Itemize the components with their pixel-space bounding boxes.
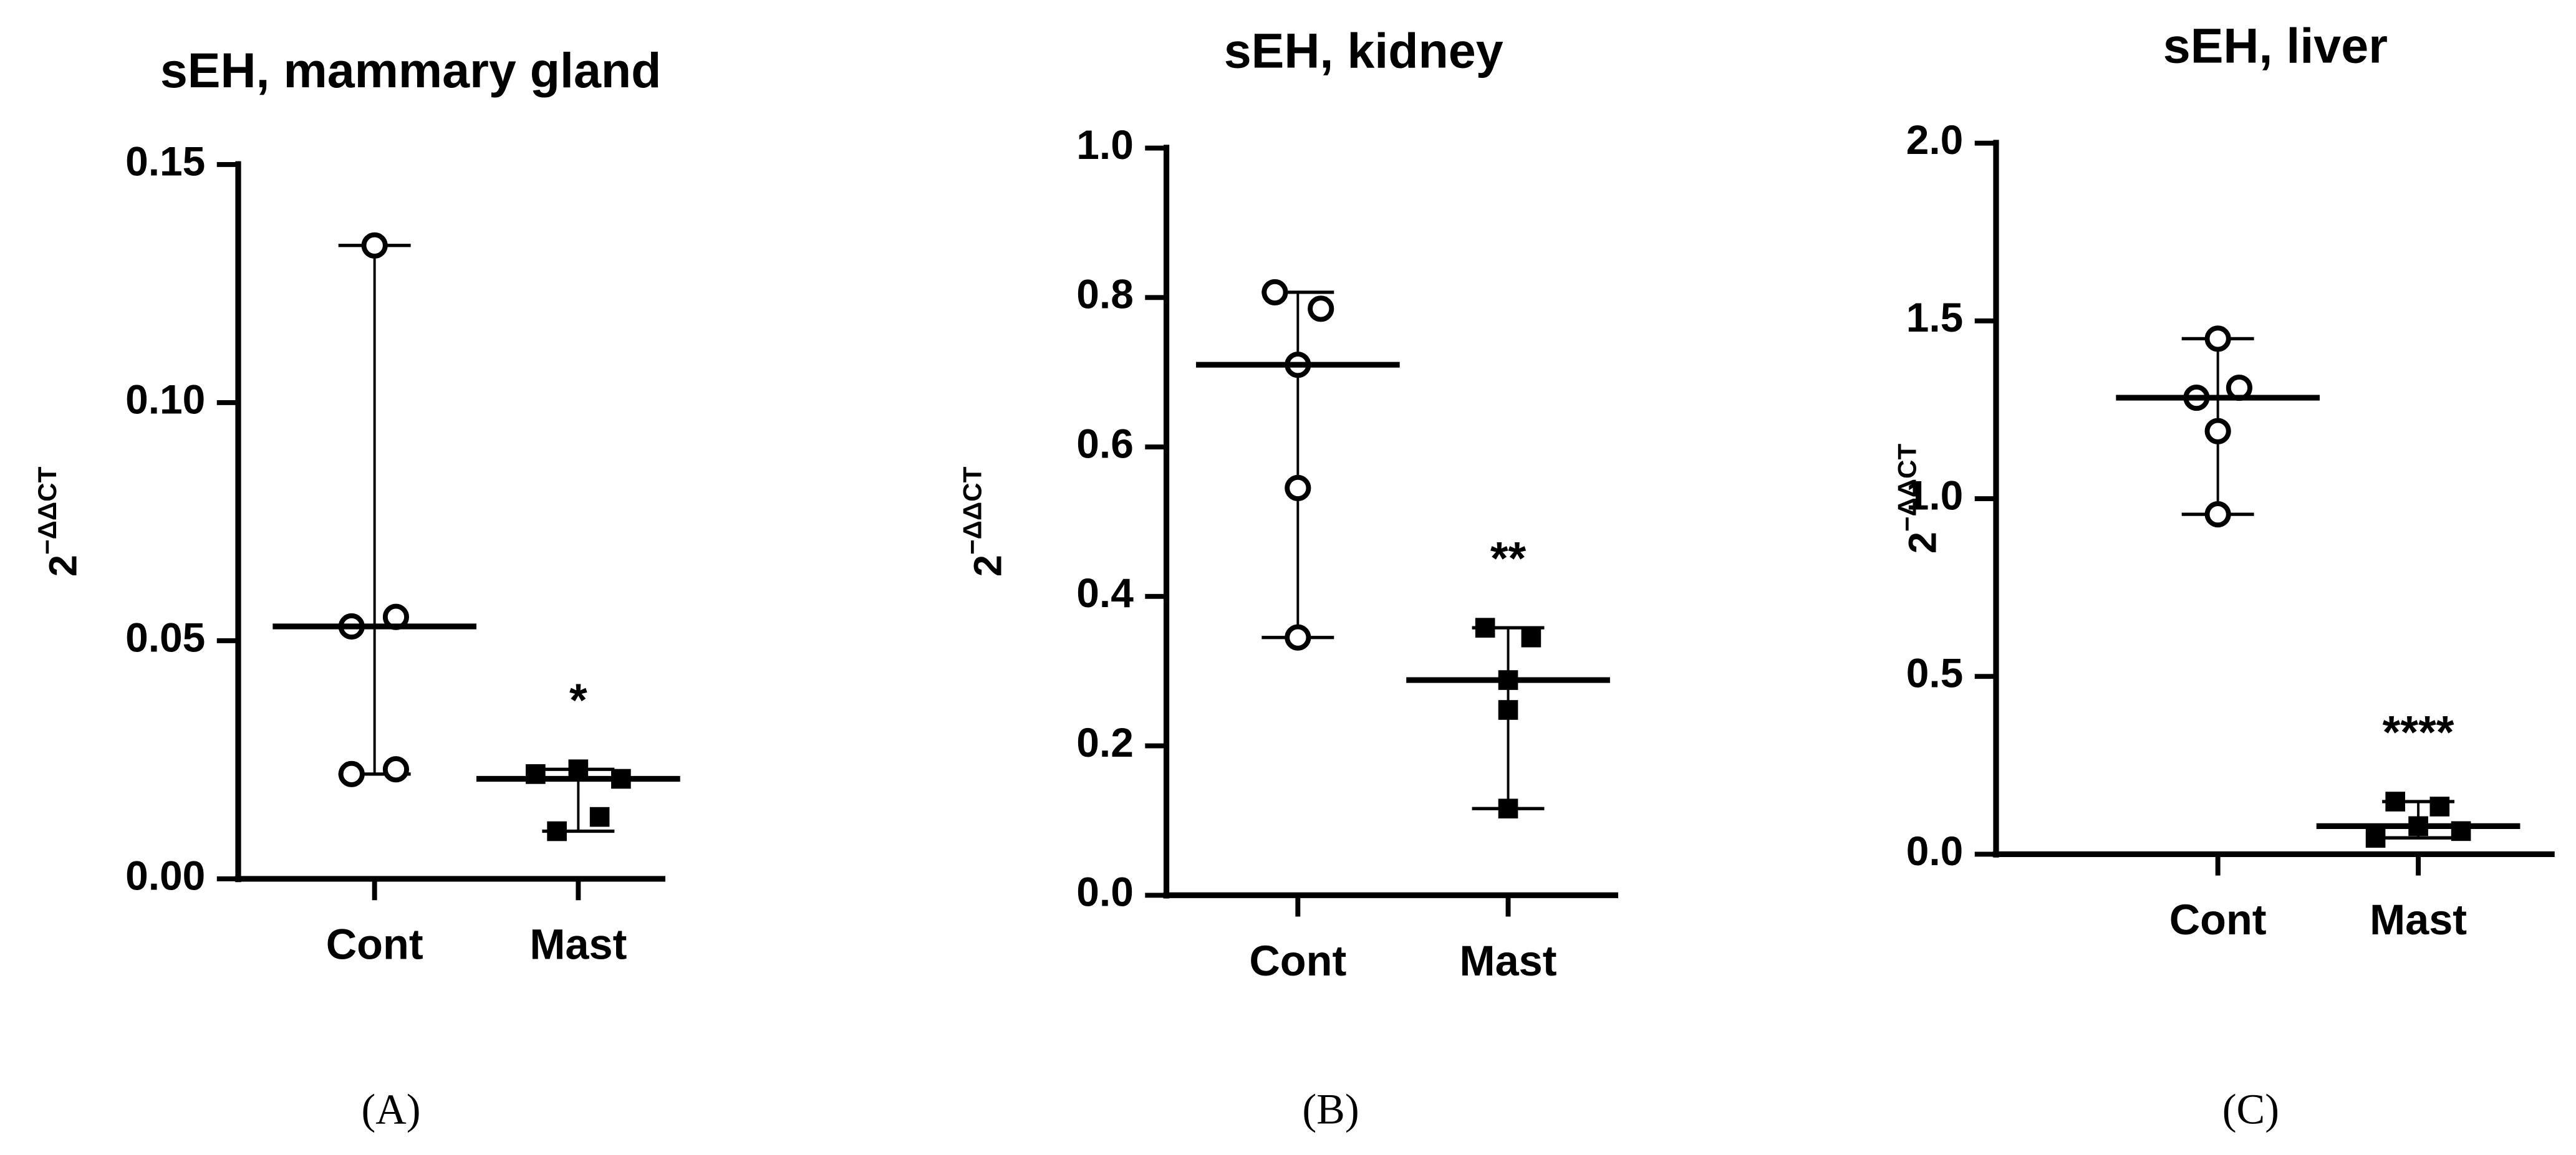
data-point: [2429, 797, 2450, 817]
data-point: [2365, 828, 2386, 848]
y-axis-label: 2−ΔΔCT: [32, 466, 85, 577]
chart-title: sEH, liver: [2163, 17, 2388, 73]
y-axis-label: 2−ΔΔCT: [1893, 444, 1945, 554]
significance-label: **: [1490, 532, 1527, 584]
y-axis-label-base: 2: [1901, 532, 1944, 554]
panel-label: (A): [361, 1085, 420, 1133]
significance-label: *: [569, 674, 587, 726]
y-tick-label: 0.2: [1076, 719, 1134, 765]
x-tick-label: Mast: [2370, 896, 2467, 944]
data-point: [568, 759, 589, 780]
chart-title: sEH, mammary gland: [160, 42, 662, 98]
y-axis-label: 2−ΔΔCT: [957, 466, 1010, 577]
x-tick-label: Cont: [2169, 896, 2267, 944]
data-point: [1475, 618, 1495, 638]
data-point: [361, 232, 388, 259]
data-point: [2385, 792, 2406, 812]
data-point: [2204, 325, 2231, 352]
data-point: [2204, 501, 2231, 528]
panel-label: (C): [2222, 1085, 2279, 1133]
y-axis-label-sup: −ΔΔCT: [32, 466, 62, 555]
chart-title: sEH, kidney: [1224, 22, 1503, 78]
y-tick-label: 1.5: [1906, 294, 1964, 340]
data-point: [382, 756, 410, 783]
y-tick-label: 0.00: [125, 852, 205, 898]
y-axis-label-sup: −ΔΔCT: [1893, 444, 1922, 532]
y-tick-label: 0.10: [125, 376, 205, 422]
y-tick-label: 1.0: [1076, 122, 1134, 168]
x-tick-label: Cont: [1249, 937, 1346, 985]
data-point: [1521, 627, 1541, 648]
y-tick-label: 0.4: [1076, 570, 1134, 616]
y-tick-label: 0.6: [1076, 420, 1134, 466]
y-tick-label: 0.15: [125, 138, 205, 184]
y-axis-label-sup: −ΔΔCT: [957, 466, 987, 555]
y-tick-label: 0.0: [1076, 869, 1134, 915]
y-tick-label: 1.0: [1906, 472, 1964, 518]
x-tick-label: Mast: [1460, 937, 1557, 985]
data-point: [1498, 700, 1518, 720]
data-point: [547, 821, 567, 841]
y-tick-label: 2.0: [1906, 117, 1964, 163]
y-axis-label-base: 2: [41, 555, 85, 577]
data-point: [338, 760, 365, 787]
x-tick-label: Cont: [326, 921, 423, 969]
data-point: [1308, 295, 1334, 322]
y-tick-label: 0.0: [1906, 828, 1964, 874]
x-tick-label: Mast: [529, 921, 627, 969]
data-point: [1285, 474, 1311, 502]
y-axis-label-base: 2: [966, 555, 1010, 577]
y-tick-label: 0.8: [1076, 271, 1134, 317]
data-point: [2204, 418, 2231, 444]
significance-label: ****: [2383, 706, 2454, 758]
y-tick-label: 0.5: [1906, 650, 1964, 696]
y-tick-label: 0.05: [125, 614, 205, 660]
data-point: [589, 807, 610, 827]
panel-label: (B): [1302, 1085, 1359, 1133]
data-point: [1498, 798, 1518, 819]
data-point: [1285, 624, 1311, 651]
data-point: [1261, 279, 1288, 305]
